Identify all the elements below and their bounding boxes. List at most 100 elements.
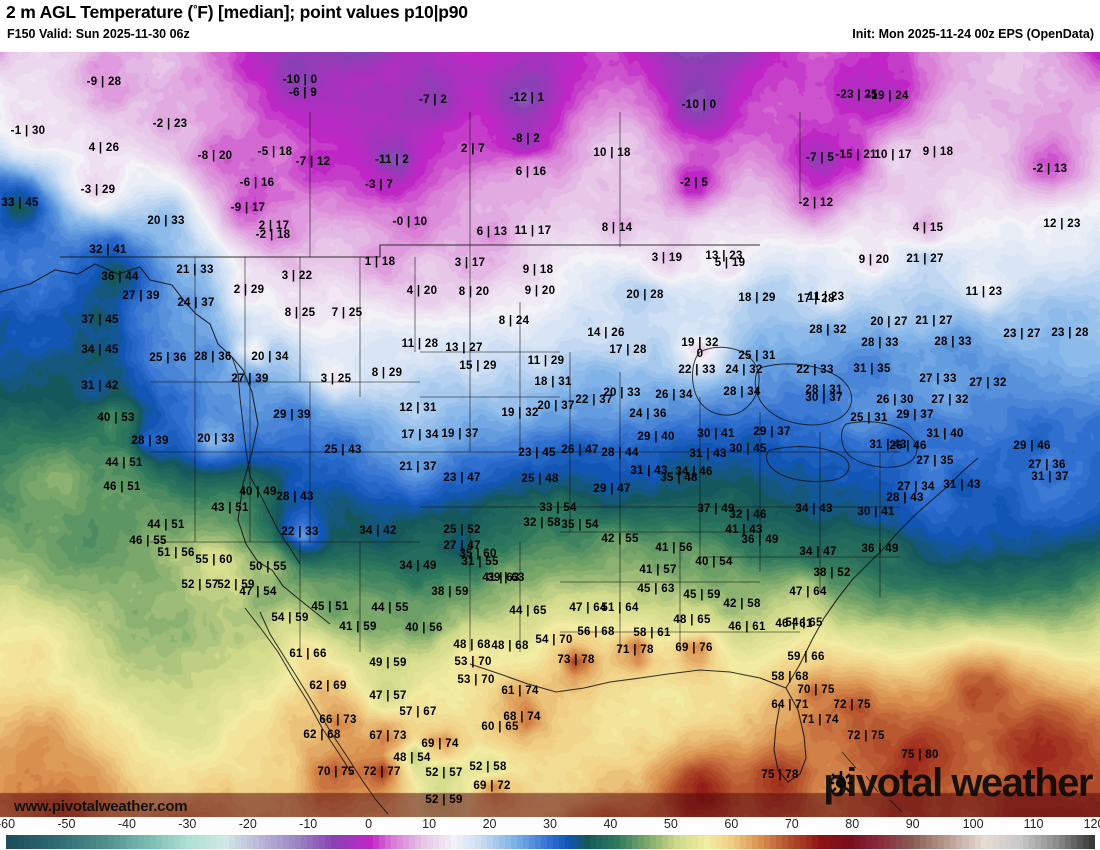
point-value-label: 48 | 68: [453, 639, 491, 651]
temperature-map[interactable]: -9 | 28 -1 | 30 -2 | 23 4 | 26 -8 | 20 -5 | 1…: [0, 52, 1100, 817]
colorbar-swatch: [601, 835, 608, 849]
point-value-label: 20 | 33: [197, 433, 235, 445]
point-value-label: 19 | 37: [441, 428, 479, 440]
point-value-label: 4 | 15: [912, 222, 944, 234]
colorbar-swatch: [463, 835, 470, 849]
geo-border: [469, 532, 681, 652]
colorbar-swatch: [342, 835, 349, 849]
colorbar-swatch: [330, 835, 337, 849]
map-header: 2 m AGL Temperature (°F) [median]; point…: [0, 0, 1100, 52]
geo-border: [150, 541, 420, 652]
point-value-label: 20 | 37: [537, 400, 575, 412]
point-value-label: -3 | 7: [364, 179, 394, 191]
colorbar-swatch: [258, 835, 265, 849]
point-value-label: 48 | 68: [491, 640, 529, 652]
point-value-label: 27 | 36: [1028, 459, 1066, 471]
geo-border: [785, 457, 979, 689]
colorbar-swatch: [872, 835, 879, 849]
point-value-label: 11 | 23: [965, 286, 1003, 298]
colorbar-swatch: [788, 835, 795, 849]
point-value-label: 31 | 55: [461, 556, 499, 568]
point-value-label: 32 | 41: [89, 244, 127, 256]
point-value-label: 8 | 29: [371, 367, 403, 379]
colorbar-swatch: [1034, 835, 1041, 849]
colorbar-swatch: [48, 835, 55, 849]
colorbar-swatch: [800, 835, 807, 849]
point-value-label: 26 | 30: [876, 394, 914, 406]
page-title: 2 m AGL Temperature (°F) [median]; point…: [6, 2, 468, 22]
colorbar-swatch: [553, 835, 560, 849]
point-value-label: 42 | 55: [601, 533, 639, 545]
point-value-label: 62 | 69: [309, 680, 347, 692]
point-value-label: 3 | 22: [281, 270, 313, 282]
point-value-label: 25 | 31: [738, 350, 776, 362]
colorbar-swatch: [842, 835, 849, 849]
colorbar-swatch: [679, 835, 686, 849]
point-value-label: 34 | 45: [81, 344, 119, 356]
colorbar-swatch: [384, 835, 391, 849]
point-value-label: 17 | 28: [797, 293, 835, 305]
point-value-label: 12 | 23: [1043, 218, 1081, 230]
point-value-label: 36 | 49: [741, 534, 779, 546]
colorbar-swatch: [763, 835, 770, 849]
geo-border: [841, 421, 918, 468]
colorbar-swatch: [655, 835, 662, 849]
colorbar-tick: 70: [784, 817, 799, 831]
point-value-label: 10 | 17: [874, 149, 912, 161]
point-value-label: 51 | 64: [601, 602, 639, 614]
temperature-field-canvas: [0, 52, 1100, 817]
colorbar-tick: -10: [299, 817, 318, 831]
point-value-label: 29 | 37: [896, 409, 934, 421]
point-value-label: 25 | 43: [324, 444, 362, 456]
colorbar-tick: -50: [57, 817, 76, 831]
point-value-label: 27 | 47: [443, 540, 481, 552]
point-value-label: 52 | 57: [425, 767, 463, 779]
site-url: www.pivotalweather.com: [14, 798, 188, 815]
colorbar-swatch: [1016, 835, 1023, 849]
point-value-label: 31 | 40: [926, 428, 964, 440]
gear-sun-icon: [829, 771, 853, 795]
point-value-label: 73 | 78: [557, 654, 595, 666]
colorbar-swatch: [499, 835, 506, 849]
colorbar-swatch: [824, 835, 831, 849]
point-value-label: 2 | 29: [233, 284, 265, 296]
point-value-label: 9 | 20: [524, 285, 556, 297]
point-value-label: -8 | 20: [197, 150, 233, 162]
point-value-label: 28 | 33: [861, 337, 899, 349]
colorbar-swatch: [210, 835, 217, 849]
colorbar-swatch: [306, 835, 313, 849]
colorbar-swatch: [451, 835, 458, 849]
colorbar-swatch: [866, 835, 873, 849]
colorbar-swatch: [246, 835, 253, 849]
colorbar-swatch: [511, 835, 518, 849]
point-value-label: 58 | 68: [771, 671, 809, 683]
colorbar-swatch: [727, 835, 734, 849]
colorbar-swatch: [18, 835, 25, 849]
point-value-label: -7 | 12: [295, 156, 331, 168]
colorbar-swatch: [962, 835, 969, 849]
point-value-label: 75 | 80: [901, 749, 939, 761]
point-value-label: 52 | 59: [217, 579, 255, 591]
point-value-label: 31 | 43: [630, 465, 668, 477]
point-value-label: 38 | 52: [813, 567, 851, 579]
point-value-label: 49 | 59: [369, 657, 407, 669]
point-value-label: 28 | 32: [809, 324, 847, 336]
point-value-label: 31 | 43: [943, 479, 981, 491]
colorbar-swatch: [156, 835, 163, 849]
colorbar-swatch: [794, 835, 801, 849]
point-value-label: 20 | 33: [147, 215, 185, 227]
point-value-label: 24 | 37: [177, 297, 215, 309]
point-value-label: -19 | 24: [867, 90, 909, 102]
point-value-label: 51 | 56: [157, 547, 195, 559]
colorbar-tick: -60: [0, 817, 16, 831]
point-value-label: 5 | 19: [714, 257, 746, 269]
point-value-label: 31 | 43: [689, 448, 727, 460]
point-value-label: 36 | 44: [101, 271, 139, 283]
point-value-label: 70 | 75: [797, 684, 835, 696]
colorbar-swatch: [667, 835, 674, 849]
point-value-label: 26 | 47: [561, 444, 599, 456]
colorbar-swatch: [114, 835, 121, 849]
point-value-label: 70 | 75: [317, 766, 355, 778]
colorbar-swatch: [769, 835, 776, 849]
point-value-label: 40 | 56: [405, 622, 443, 634]
